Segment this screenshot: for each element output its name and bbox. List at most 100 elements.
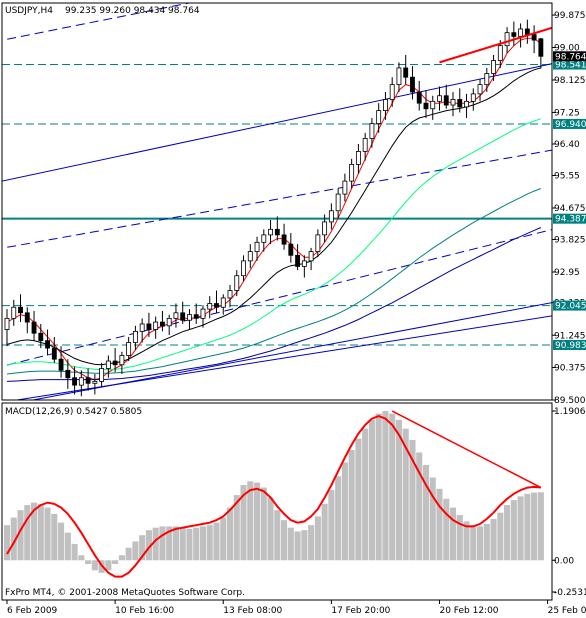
candle [78,370,84,397]
channel-line [13,315,552,400]
candle [24,307,30,334]
current-price-marker: 98.764 [553,51,586,62]
candle [38,323,44,349]
candle [423,90,429,119]
time-tick-label: 13 Feb 08:00 [223,606,282,616]
macd-histogram-bar [71,543,78,561]
level-label: 96.940 [553,118,586,130]
candle [457,88,463,113]
macd-histogram-bar [30,502,38,561]
time-tick-label: 17 Feb 20:00 [331,606,390,616]
macd-histogram-bar [179,527,186,561]
macd-histogram-bar [422,464,430,561]
candle-body [349,163,355,182]
macd-tick-label: 1.1906 [554,407,586,417]
macd-histogram-bar [159,526,166,561]
candle-body [322,221,328,236]
candle-body [51,347,57,360]
macd-histogram-bar [382,411,389,561]
current-price-text: 98.764 [555,52,586,62]
macd-histogram-bar [186,528,193,561]
macd-histogram-bar [341,462,348,561]
candle [220,294,226,315]
candle [31,310,37,341]
candle-body [241,260,246,277]
candle [416,80,422,111]
macd-histogram-bar [10,517,17,561]
macd-pane-border [1,402,553,601]
candle [518,23,524,48]
macd-histogram-bar [37,503,44,561]
macd-histogram-bar [335,476,342,561]
price-tick-label: 90.375 [554,364,586,374]
price-tick-label: 97.25 [554,108,580,118]
macd-histogram-bar [463,521,470,561]
candle-body [308,251,314,262]
candle-body [4,317,10,330]
candle [328,203,334,230]
candle-body [173,312,179,319]
level-label: 92.045 [553,300,586,312]
candle [524,19,530,44]
candle [450,92,456,117]
candle [126,336,132,362]
copyright-label: FxPro MT4, © 2001-2008 MetaQuotes Softwa… [5,588,245,598]
level-label-bg [553,118,586,129]
candle-body [261,234,267,243]
candle [180,301,186,324]
candle-body [247,251,253,262]
axis-group: 99.875 99.00 98.125 97.25 96.40 95.55 94.675 93… [6,11,586,616]
candle-body [234,275,240,291]
price-tick-label: 96.40 [554,140,580,150]
candle-body [484,73,490,86]
price-plot-area [2,3,552,400]
chart-symbol-label: USDJPY,H4 [5,6,53,16]
macd-histogram-bar [64,532,71,561]
candle-body [132,330,138,343]
macd-histogram-bar [429,477,436,561]
level-label-text: 94.387 [555,215,586,225]
candle-body [193,314,199,319]
macd-histogram-bar [537,492,544,561]
candle [443,84,449,109]
macd-histogram-bar [456,515,463,561]
candle-body [281,234,287,245]
macd-histogram-bar [490,518,497,561]
macd-histogram-bar [470,525,477,561]
moving-average-line [6,118,542,371]
macd-histogram-bar [247,481,254,561]
macd-histogram-bar [125,547,132,561]
price-tick-label: 91.245 [554,331,586,341]
candle [288,233,294,263]
macd-signal-line [6,415,541,578]
candle-body [450,99,456,106]
macd-histogram-bar [253,482,261,561]
candle [396,62,402,93]
candle [153,316,159,339]
macd-histogram-bar [274,510,281,561]
candle [58,346,64,378]
macd-histogram-bar [281,520,288,561]
macd-histogram-bar [260,487,267,561]
candle [92,374,98,395]
macd-histogram-bar [355,438,362,561]
candle [72,366,78,395]
candle-body [78,377,84,386]
candle [464,93,469,119]
macd-histogram-bar [517,496,524,561]
candle [146,312,152,337]
macd-histogram-bar [233,495,240,561]
candle-body [187,314,192,321]
macd-histogram-bar [139,535,146,561]
candle-body [410,76,415,93]
candle [214,290,219,313]
candle-body [524,28,530,35]
candle-body [92,381,98,384]
candle-body [389,84,395,100]
macd-trendline [391,410,542,489]
candle [484,67,490,93]
macd-histogram-bar [348,449,355,561]
candle [241,255,246,282]
candle-body [38,332,44,342]
candle [45,329,50,356]
